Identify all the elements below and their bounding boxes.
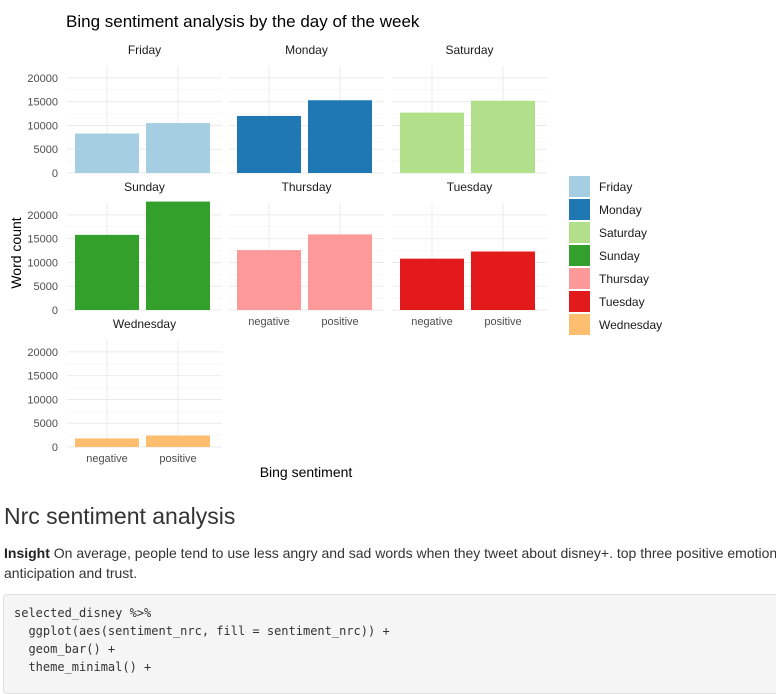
insight-text: On average, people tend to use less angr… <box>4 545 776 581</box>
insight-paragraph: Insight On average, people tend to use l… <box>4 543 776 583</box>
legend-key <box>569 176 590 197</box>
legend-key <box>569 199 590 220</box>
facet-strip-label: Thursday <box>281 180 331 194</box>
bar-friday-negative <box>75 133 139 173</box>
x-tick-label: negative <box>248 316 290 328</box>
bar-thursday-negative <box>237 250 301 310</box>
facet-panel: Monday <box>229 43 384 174</box>
bar-tuesday-negative <box>400 258 464 310</box>
legend-item: Sunday <box>569 245 640 266</box>
legend-item: Saturday <box>569 222 647 243</box>
legend-key <box>569 291 590 312</box>
x-axis-label: Bing sentiment <box>260 464 353 480</box>
x-tick-label: positive <box>484 316 521 328</box>
y-tick-label: 20000 <box>27 347 58 359</box>
bar-sunday-positive <box>146 201 210 310</box>
legend-key <box>569 222 590 243</box>
bar-tuesday-positive <box>471 251 535 310</box>
y-tick-label: 5000 <box>34 144 58 156</box>
facet-strip-label: Monday <box>285 43 328 57</box>
y-tick-label: 20000 <box>27 210 58 222</box>
x-tick-label: negative <box>411 316 453 328</box>
legend-item: Wednesday <box>569 314 662 335</box>
bar-saturday-positive <box>471 100 535 173</box>
legend-label: Sunday <box>599 249 640 263</box>
y-tick-label: 15000 <box>27 97 58 109</box>
y-tick-label: 15000 <box>27 234 58 246</box>
legend-key <box>569 245 590 266</box>
facet-panel: Tuesday negative positive <box>392 180 547 328</box>
bar-sunday-negative <box>75 234 139 310</box>
y-tick-label: 0 <box>52 168 58 180</box>
y-axis-label: Word count <box>8 217 24 288</box>
facet-panel: Saturday <box>392 43 547 174</box>
y-tick-label: 0 <box>52 305 58 317</box>
bar-saturday-negative <box>400 112 464 173</box>
x-tick-label: negative <box>86 453 128 465</box>
x-tick-label: positive <box>159 453 196 465</box>
bar-wednesday-positive <box>146 435 210 447</box>
legend-key <box>569 268 590 289</box>
code-block[interactable]: selected_disney %>% ggplot(aes(sentiment… <box>3 594 776 694</box>
facet-strip-label: Saturday <box>445 43 493 57</box>
y-tick-label: 5000 <box>34 281 58 293</box>
legend-label: Monday <box>599 203 642 217</box>
legend: Friday Monday Saturday Sunday Thursday Tuesda… <box>569 176 662 335</box>
bar-thursday-positive <box>308 234 372 310</box>
faceted-bar-chart: Bing sentiment analysis by the day of th… <box>8 12 662 480</box>
y-tick-label: 0 <box>52 442 58 454</box>
code-line: geom_bar() + <box>14 642 116 656</box>
facet-strip-label: Sunday <box>124 180 165 194</box>
y-tick-label: 10000 <box>27 120 58 132</box>
facet-panel: Friday 0 5000 10000 15000 20000 <box>27 43 222 180</box>
chart-title: Bing sentiment analysis by the day of th… <box>66 12 420 31</box>
code-line: theme_minimal() + <box>14 660 152 674</box>
facet-strip-label: Friday <box>128 43 161 57</box>
facet-strip-label: Wednesday <box>113 317 176 331</box>
y-tick-label: 10000 <box>27 394 58 406</box>
legend-label: Saturday <box>599 226 647 240</box>
legend-key <box>569 314 590 335</box>
facet-panel: Thursday negative positive <box>229 180 384 328</box>
legend-item: Friday <box>569 176 632 197</box>
code-line: selected_disney %>% <box>14 606 152 620</box>
bar-monday-negative <box>237 115 301 173</box>
x-tick-label: positive <box>321 316 358 328</box>
legend-item: Monday <box>569 199 642 220</box>
facet-panel: Sunday 0 5000 10000 15000 20000 <box>27 180 222 317</box>
bar-monday-positive <box>308 100 372 173</box>
bar-wednesday-negative <box>75 438 139 447</box>
y-tick-label: 20000 <box>27 73 58 85</box>
facet-strip-label: Tuesday <box>447 180 493 194</box>
legend-item: Tuesday <box>569 291 645 312</box>
facet-panel: Wednesday 0 5000 10000 15000 20000 negative pos… <box>27 317 222 465</box>
bar-friday-positive <box>146 123 210 173</box>
legend-item: Thursday <box>569 268 649 289</box>
legend-label: Thursday <box>599 272 649 286</box>
facet-panels: Friday 0 5000 10000 15000 20000 Monday Saturday… <box>27 43 547 465</box>
legend-label: Wednesday <box>599 318 662 332</box>
section-heading: Nrc sentiment analysis <box>4 503 236 529</box>
y-tick-label: 5000 <box>34 418 58 430</box>
legend-label: Tuesday <box>599 295 645 309</box>
y-tick-label: 10000 <box>27 257 58 269</box>
code-line: ggplot(aes(sentiment_nrc, fill = sentime… <box>14 624 390 638</box>
insight-label: Insight <box>4 545 50 561</box>
legend-label: Friday <box>599 180 632 194</box>
y-tick-label: 15000 <box>27 371 58 383</box>
